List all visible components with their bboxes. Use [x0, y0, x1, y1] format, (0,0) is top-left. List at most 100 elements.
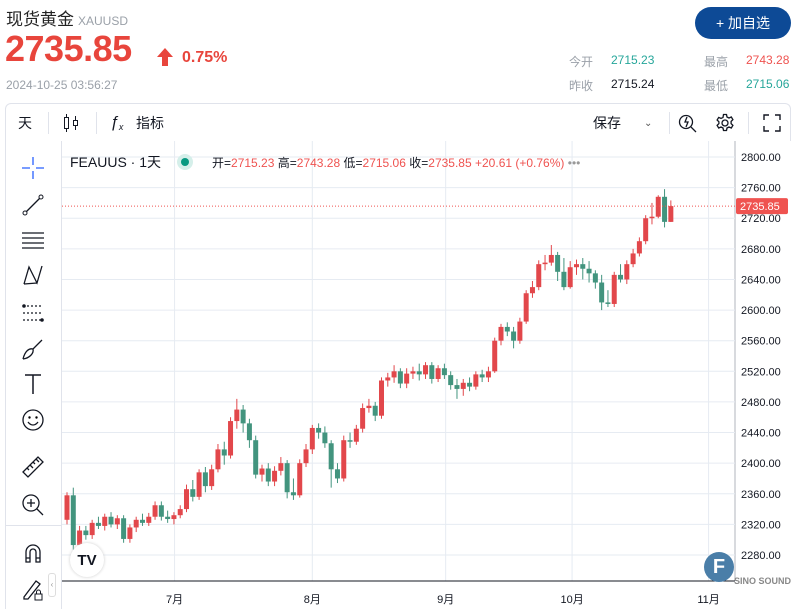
candle-body: [504, 326, 510, 332]
candle-body: [366, 405, 372, 409]
candle-body: [429, 365, 435, 379]
candle-body: [246, 423, 252, 441]
crosshair-icon[interactable]: [20, 155, 46, 181]
candle: [636, 237, 642, 257]
candle: [360, 403, 366, 433]
arrow-up-icon: [157, 48, 173, 66]
stat-high: 2743.28: [746, 53, 790, 67]
candle: [630, 248, 636, 268]
y-tick-label: 2720.00: [741, 213, 781, 225]
y-tick-label: 2440.00: [741, 428, 781, 440]
candle: [555, 251, 561, 281]
candle-body: [165, 516, 171, 520]
candle: [215, 444, 221, 473]
candle-body: [127, 527, 133, 539]
candle: [410, 366, 416, 379]
candle-body: [139, 519, 145, 523]
magnet-icon[interactable]: [20, 540, 46, 566]
candle: [561, 258, 567, 291]
pattern-icon[interactable]: [20, 262, 46, 288]
text-icon[interactable]: [20, 371, 46, 397]
candle-body: [523, 293, 529, 322]
chevron-down-icon[interactable]: ⌄: [644, 117, 653, 129]
chart-area[interactable]: 2800.00 2760.00 2720.00 2680.00 2640.00 2600.…: [48, 141, 799, 609]
candle: [467, 377, 473, 392]
tradingview-logo[interactable]: TV: [70, 543, 104, 577]
legend-symbol: FEAUUS · 1天: [70, 154, 162, 170]
candle: [316, 423, 322, 439]
candle-body: [95, 522, 101, 526]
lock-drawing-icon[interactable]: [20, 577, 46, 603]
quick-search-icon[interactable]: [678, 113, 698, 133]
price-axis[interactable]: [735, 141, 799, 609]
collapse-toolbar-handle[interactable]: ‹: [48, 573, 56, 597]
candle-body: [599, 282, 605, 303]
legend-high: 2743.28: [296, 156, 341, 170]
candle: [366, 398, 372, 413]
brush-icon[interactable]: [20, 337, 46, 363]
candle: [473, 371, 479, 390]
legend-close: 2735.85: [428, 156, 472, 170]
stat-label: 昨收: [569, 79, 594, 93]
candle-body: [360, 408, 366, 429]
trend-line-icon[interactable]: [20, 192, 46, 218]
candle: [542, 254, 548, 271]
candle: [259, 464, 265, 482]
horizontal-lines-icon[interactable]: [20, 227, 46, 253]
candle-body: [133, 519, 139, 528]
zoom-in-icon[interactable]: [20, 492, 46, 518]
y-tick-label: 2560.00: [741, 336, 781, 348]
emoji-icon[interactable]: [20, 407, 46, 433]
fib-icon[interactable]: [20, 300, 46, 326]
candle: [284, 460, 290, 499]
y-tick-label: 2800.00: [741, 152, 781, 164]
candle: [334, 463, 340, 484]
candle-body: [77, 530, 83, 546]
candle: [70, 487, 76, 550]
x-tick-label: 9月: [437, 594, 454, 606]
candle-body: [517, 321, 523, 341]
fullscreen-icon[interactable]: [763, 114, 781, 132]
candle: [121, 515, 127, 543]
candle-body: [158, 505, 164, 517]
candle: [517, 317, 523, 344]
candle: [83, 525, 89, 540]
candle: [89, 519, 95, 539]
instrument-title: 现货黄金 XAUUSD: [6, 5, 128, 30]
y-tick-label: 2520.00: [741, 366, 781, 378]
candle: [435, 365, 441, 383]
stat-open: 2715.23: [611, 53, 655, 67]
candle: [240, 404, 246, 433]
candle: [108, 512, 114, 528]
candle-body: [473, 374, 479, 387]
candle: [190, 479, 196, 502]
candle-body: [404, 373, 410, 384]
add-watchlist-button[interactable]: + 加自选: [695, 7, 791, 39]
save-button[interactable]: 保存: [593, 115, 621, 131]
indicators-button[interactable]: 指标: [136, 115, 164, 131]
ruler-icon[interactable]: [20, 454, 46, 480]
candle-body: [322, 432, 328, 444]
candle-body: [196, 472, 202, 497]
settings-gear-icon[interactable]: [715, 113, 735, 133]
last-price-label: 2735.85: [740, 201, 780, 213]
candle-body: [448, 375, 454, 386]
y-tick-label: 2640.00: [741, 274, 781, 286]
legend-high-label: 高=: [277, 156, 297, 170]
more-icon[interactable]: •••: [567, 156, 581, 170]
candle: [668, 200, 674, 223]
instrument-symbol: XAUUSD: [78, 14, 129, 28]
candle-body: [630, 253, 636, 265]
candle: [158, 501, 164, 521]
candle: [202, 466, 208, 493]
candle-type-icon[interactable]: [62, 114, 80, 132]
candle: [397, 368, 403, 389]
candle: [372, 401, 378, 422]
candle: [234, 398, 240, 429]
interval-button[interactable]: 天: [18, 115, 32, 131]
candle: [441, 363, 447, 379]
candle: [416, 363, 422, 381]
candle: [492, 337, 498, 373]
candlestick-chart[interactable]: 2800.00 2760.00 2720.00 2680.00 2640.00 2600.…: [62, 141, 799, 609]
